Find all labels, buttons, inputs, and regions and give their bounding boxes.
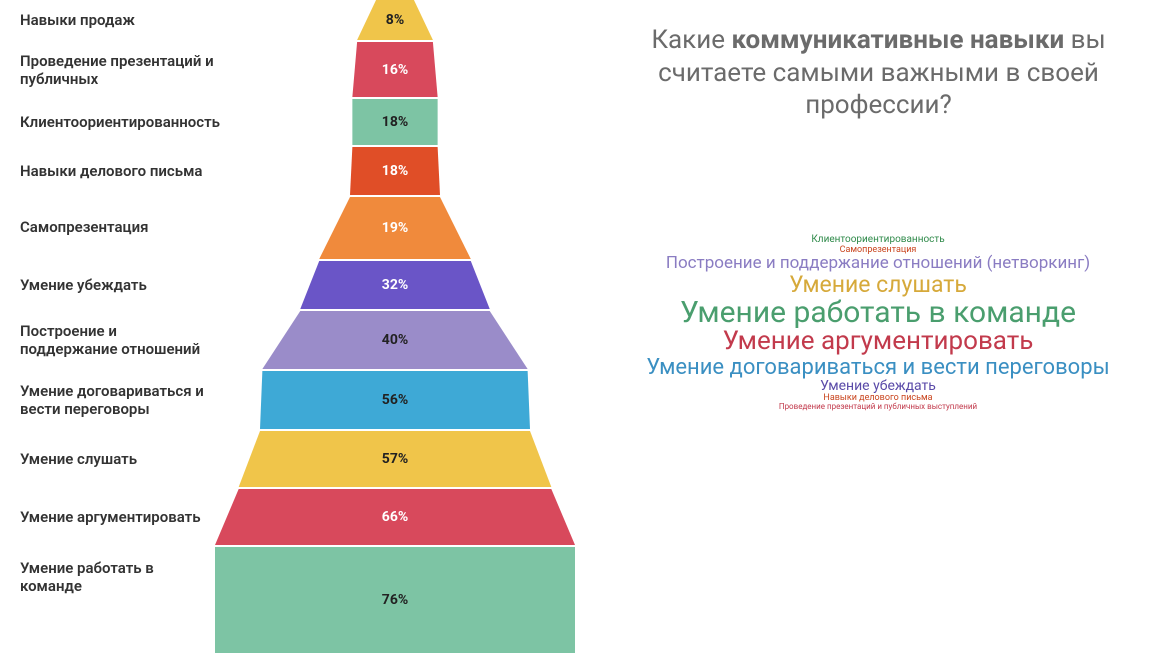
funnel-label: Умение аргументировать bbox=[20, 489, 215, 545]
funnel-slice: 40% bbox=[215, 311, 575, 369]
funnel-slice: 16% bbox=[215, 42, 575, 97]
question-title: Какие коммуникативные навыки вы считаете… bbox=[616, 24, 1141, 122]
funnel-percent: 16% bbox=[382, 62, 408, 78]
funnel-label: Проведение презентаций и публичных bbox=[20, 42, 215, 97]
title-bold: коммуникативные навыки bbox=[731, 25, 1064, 55]
funnel-label: Умение договариваться и вести переговоры bbox=[20, 371, 215, 429]
funnel-percent: 18% bbox=[382, 163, 408, 179]
funnel-slice: 19% bbox=[215, 197, 575, 259]
funnel-slice: 18% bbox=[215, 147, 575, 195]
wordcloud-word: Клиентоориентированность bbox=[598, 235, 1158, 246]
funnel-percent: 66% bbox=[382, 509, 408, 525]
funnel-percent: 40% bbox=[382, 332, 408, 348]
funnel-slice: 76% bbox=[215, 547, 575, 653]
funnel-label: Клиентоориентированность bbox=[20, 99, 215, 145]
funnel-slice: 56% bbox=[215, 371, 575, 429]
word-cloud: КлиентоориентированностьСамопрезентацияП… bbox=[598, 235, 1158, 535]
funnel-label: Умение убеждать bbox=[20, 261, 215, 309]
funnel-slice: 18% bbox=[215, 99, 575, 145]
funnel-percent: 76% bbox=[382, 592, 408, 608]
title-prefix: Какие bbox=[651, 25, 731, 55]
funnel-slice: 57% bbox=[215, 431, 575, 487]
wordcloud-word: Проведение презентаций и публичных высту… bbox=[598, 403, 1158, 411]
funnel-percent: 19% bbox=[382, 220, 408, 236]
wordcloud-word: Умение работать в команде bbox=[598, 297, 1158, 329]
funnel-label: Умение слушать bbox=[20, 431, 215, 487]
wordcloud-word: Умение убеждать bbox=[598, 379, 1158, 394]
funnel-label: Навыки делового письма bbox=[20, 147, 215, 195]
wordcloud-word: Умение договариваться и вести переговоры bbox=[598, 356, 1158, 379]
funnel-label: Самопрезентация bbox=[20, 197, 215, 257]
funnel-percent: 56% bbox=[382, 392, 408, 408]
wordcloud-word: Умение аргументировать bbox=[598, 328, 1158, 355]
funnel-slice: 66% bbox=[215, 489, 575, 545]
funnel-percent: 57% bbox=[382, 451, 408, 467]
wordcloud-word: Умение слушать bbox=[598, 273, 1158, 297]
funnel-percent: 32% bbox=[382, 277, 408, 293]
funnel-percent: 8% bbox=[386, 12, 404, 28]
funnel-chart: 8% 16% 18% 18% 19% 32% 40% 56% 57% 66% 76% bbox=[215, 0, 575, 653]
funnel-slice: 32% bbox=[215, 261, 575, 309]
funnel-percent: 18% bbox=[382, 114, 408, 130]
funnel-label: Навыки продаж bbox=[20, 0, 215, 40]
funnel-label: Построение и поддержание отношений bbox=[20, 311, 215, 369]
funnel-slice: 8% bbox=[215, 0, 575, 40]
funnel-label: Умение работать в команде bbox=[20, 547, 215, 607]
